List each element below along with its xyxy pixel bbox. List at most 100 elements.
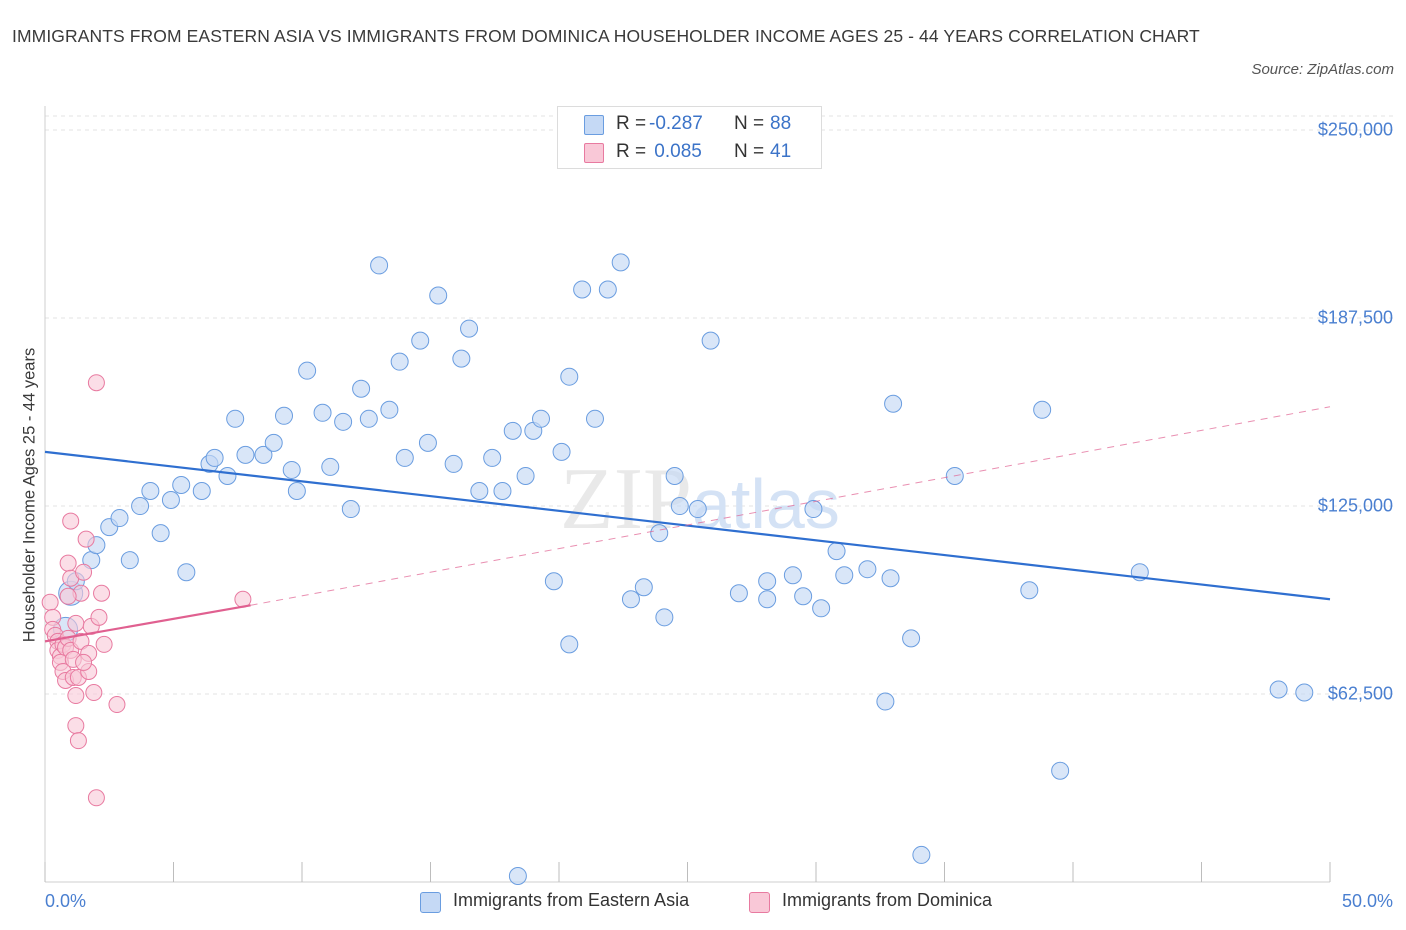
point-dominica-20 (67, 687, 85, 705)
bottom-legend-swatch-pink (749, 892, 770, 913)
y-tick-label-125000: $125,000 (1317, 495, 1393, 516)
point-eastern-asia-7 (120, 551, 139, 570)
point-eastern-asia-16 (205, 448, 224, 467)
point-eastern-asia-8 (131, 497, 150, 516)
legend-n-value: 88 (770, 113, 792, 134)
point-eastern-asia-18 (226, 409, 245, 428)
point-eastern-asia-31 (359, 409, 378, 428)
point-eastern-asia-25 (298, 361, 317, 380)
point-eastern-asia-77 (1269, 680, 1288, 699)
point-eastern-asia-6 (110, 509, 129, 528)
point-eastern-asia-20 (254, 445, 273, 464)
point-eastern-asia-58 (655, 608, 674, 627)
point-eastern-asia-29 (341, 500, 360, 519)
point-eastern-asia-43 (483, 448, 502, 467)
point-eastern-asia-69 (835, 566, 854, 585)
point-eastern-asia-44 (493, 481, 512, 500)
point-eastern-asia-62 (729, 584, 748, 603)
y-tick-label-250000: $250,000 (1317, 119, 1393, 140)
legend-swatch-pink (584, 143, 604, 163)
point-eastern-asia-36 (411, 331, 430, 350)
watermark: ZIPatlas (560, 451, 840, 548)
point-dominica-15 (62, 512, 80, 530)
legend-r-label: R = (616, 113, 647, 134)
y-tick-label-62500: $62,500 (1327, 683, 1393, 704)
point-dominica-40 (75, 653, 93, 671)
trendline-eastern-asia (44, 450, 1331, 601)
point-eastern-asia-56 (621, 590, 640, 609)
point-dominica-37 (108, 696, 126, 714)
trendline-dominica-extended (250, 406, 1331, 606)
bottom-legend-label: Immigrants from Dominica (782, 890, 993, 910)
point-eastern-asia-42 (470, 481, 489, 500)
point-eastern-asia-45 (503, 421, 522, 440)
point-eastern-asia-83 (881, 569, 900, 588)
point-eastern-asia-17 (218, 466, 237, 485)
point-eastern-asia-85 (1020, 581, 1039, 600)
point-eastern-asia-59 (665, 466, 684, 485)
point-eastern-asia-51 (560, 367, 579, 386)
point-dominica-21 (67, 717, 85, 735)
correlation-legend: R = -0.287 N = 88 R = 0.085 N = 41 (557, 106, 822, 169)
point-eastern-asia-22 (275, 406, 294, 425)
point-dominica-35 (93, 584, 111, 602)
point-eastern-asia-37 (418, 433, 437, 452)
point-eastern-asia-48 (532, 409, 551, 428)
legend-r-label: R = (616, 141, 647, 162)
point-eastern-asia-74 (1033, 400, 1052, 419)
point-eastern-asia-79 (688, 500, 707, 519)
legend-n-label: N = (734, 113, 765, 134)
point-dominica-12 (59, 554, 77, 572)
point-eastern-asia-41 (460, 319, 479, 338)
point-eastern-asia-38 (429, 286, 448, 305)
point-eastern-asia-30 (352, 379, 371, 398)
point-eastern-asia-27 (321, 457, 340, 476)
point-eastern-asia-81 (650, 524, 669, 543)
point-eastern-asia-53 (585, 409, 604, 428)
point-dominica-0 (41, 593, 59, 611)
point-dominica-32 (87, 374, 105, 392)
point-eastern-asia-23 (282, 460, 301, 479)
trendline-dominica (44, 604, 251, 643)
point-eastern-asia-9 (141, 481, 160, 500)
point-eastern-asia-75 (1051, 761, 1070, 780)
legend-n-label: N = (734, 141, 765, 162)
point-dominica-31 (85, 684, 103, 702)
point-eastern-asia-50 (552, 442, 571, 461)
point-eastern-asia-64 (783, 566, 802, 585)
point-eastern-asia-57 (634, 578, 653, 597)
point-eastern-asia-10 (151, 524, 170, 543)
point-eastern-asia-28 (334, 412, 353, 431)
point-eastern-asia-84 (902, 629, 921, 648)
point-eastern-asia-35 (395, 448, 414, 467)
point-eastern-asia-19 (236, 445, 255, 464)
point-eastern-asia-24 (287, 481, 306, 500)
point-eastern-asia-67 (812, 599, 831, 618)
point-eastern-asia-54 (598, 280, 617, 299)
point-eastern-asia-46 (516, 466, 535, 485)
legend-r-value: -0.287 (649, 113, 703, 134)
point-eastern-asia-33 (380, 400, 399, 419)
point-eastern-asia-78 (1295, 683, 1314, 702)
source-label: Source: ZipAtlas.com (1251, 61, 1394, 78)
point-dominica-22 (69, 732, 87, 750)
point-dominica-25 (72, 632, 90, 650)
point-eastern-asia-34 (390, 352, 409, 371)
point-eastern-asia-68 (827, 542, 846, 561)
point-eastern-asia-63 (758, 572, 777, 591)
chart-title: IMMIGRANTS FROM EASTERN ASIA VS IMMIGRAN… (12, 26, 1200, 46)
legend-swatch-blue (584, 115, 604, 135)
point-dominica-39 (59, 587, 77, 605)
point-eastern-asia-32 (370, 256, 389, 275)
point-eastern-asia-13 (177, 563, 196, 582)
point-eastern-asia-82 (758, 590, 777, 609)
point-eastern-asia-14 (192, 481, 211, 500)
point-eastern-asia-65 (794, 587, 813, 606)
legend-r-value: 0.085 (649, 141, 702, 162)
x-tick-label-min: 0.0% (45, 891, 87, 911)
point-eastern-asia-66 (804, 500, 823, 519)
point-dominica-33 (87, 789, 105, 807)
point-eastern-asia-86 (912, 845, 931, 864)
point-eastern-asia-72 (884, 394, 903, 413)
